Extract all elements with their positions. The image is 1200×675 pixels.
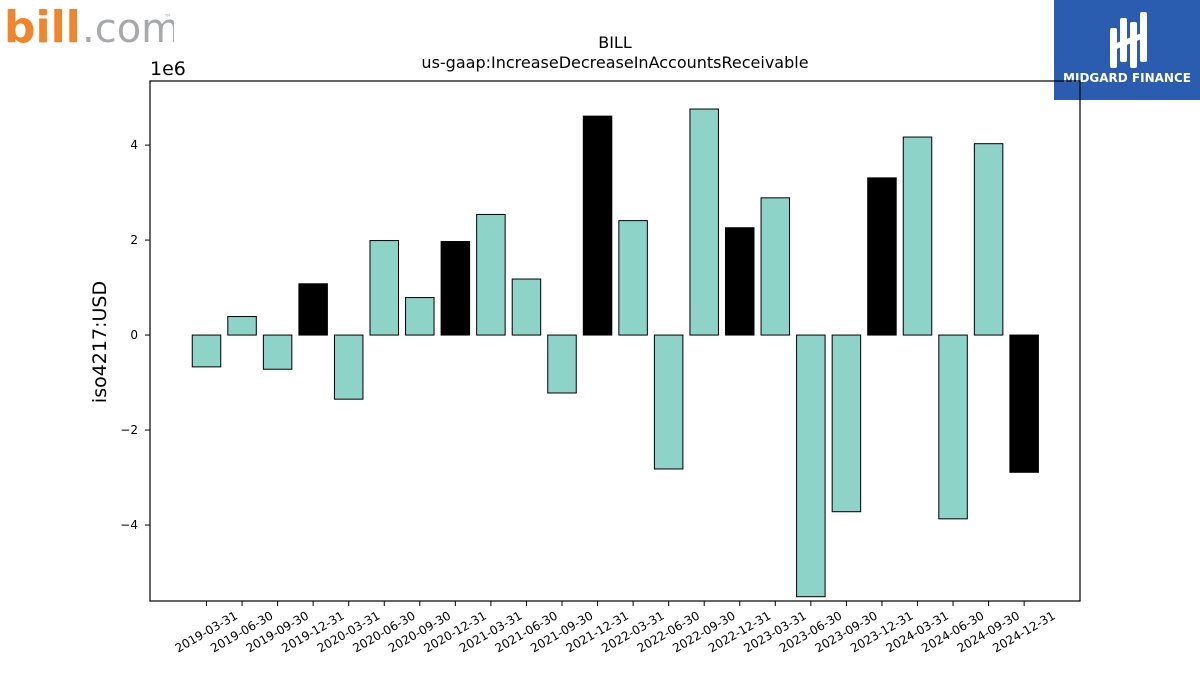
y-tick-label: 0 bbox=[130, 328, 138, 342]
midgard-logo-mark bbox=[1110, 12, 1147, 68]
bar-2019-12-31 bbox=[298, 283, 328, 336]
bar-2022-09-30 bbox=[689, 108, 719, 336]
bill-logo-trademark: ™ bbox=[164, 13, 172, 22]
bars-group bbox=[191, 108, 1039, 598]
bar-2021-06-30 bbox=[511, 278, 542, 336]
bar-2024-03-31 bbox=[902, 136, 933, 336]
bar-2020-09-30 bbox=[405, 297, 435, 336]
plot-frame bbox=[149, 80, 1081, 602]
chart-subtitle: us-gaap:IncreaseDecreaseInAccountsReceiv… bbox=[421, 53, 808, 72]
bar-2019-03-31 bbox=[191, 334, 222, 368]
bar-2022-06-30 bbox=[653, 334, 684, 470]
y-tick-label: 4 bbox=[130, 138, 138, 152]
bar-2019-06-30 bbox=[227, 316, 257, 336]
bar-2021-03-31 bbox=[476, 213, 506, 336]
x-axis-ticks: 2019-03-312019-06-302019-09-302019-12-31… bbox=[173, 601, 1058, 655]
bill-logo-main-text: bill bbox=[4, 2, 81, 46]
bar-2023-12-31 bbox=[867, 177, 897, 336]
bill-logo-icon: bill .com ™ bbox=[4, 2, 174, 46]
bar-2020-06-30 bbox=[369, 240, 399, 336]
y-tick-label: −4 bbox=[120, 518, 138, 532]
midgard-finance-logo-icon: MIDGARD FINANCE bbox=[1054, 0, 1200, 100]
bar-2020-12-31 bbox=[440, 241, 471, 336]
bill-logo-suffix-text: .com bbox=[82, 6, 174, 46]
y-tick-label: 2 bbox=[130, 233, 138, 247]
bar-2022-12-31 bbox=[725, 227, 755, 336]
chart-title: BILL bbox=[598, 33, 632, 52]
midgard-logo-text: MIDGARD FINANCE bbox=[1063, 71, 1191, 85]
bar-2020-03-31 bbox=[333, 334, 364, 400]
bar-2022-03-31 bbox=[618, 220, 648, 336]
bar-2023-09-30 bbox=[831, 334, 862, 513]
bar-2021-09-30 bbox=[547, 334, 577, 394]
bar-2024-09-30 bbox=[973, 143, 1004, 336]
y-tick-label: −2 bbox=[120, 423, 138, 437]
bar-2023-06-30 bbox=[796, 334, 826, 598]
y-axis-offset-label: 1e6 bbox=[150, 58, 186, 80]
bar-2023-03-31 bbox=[760, 197, 791, 336]
bar-2024-12-31 bbox=[1009, 334, 1039, 473]
bar-2021-12-31 bbox=[582, 115, 613, 336]
y-axis-label: iso4217:USD bbox=[89, 281, 111, 403]
bar-2019-09-30 bbox=[262, 334, 293, 370]
y-axis-ticks: −4 −2 0 2 4 bbox=[120, 138, 150, 532]
bar-2024-06-30 bbox=[938, 334, 968, 520]
